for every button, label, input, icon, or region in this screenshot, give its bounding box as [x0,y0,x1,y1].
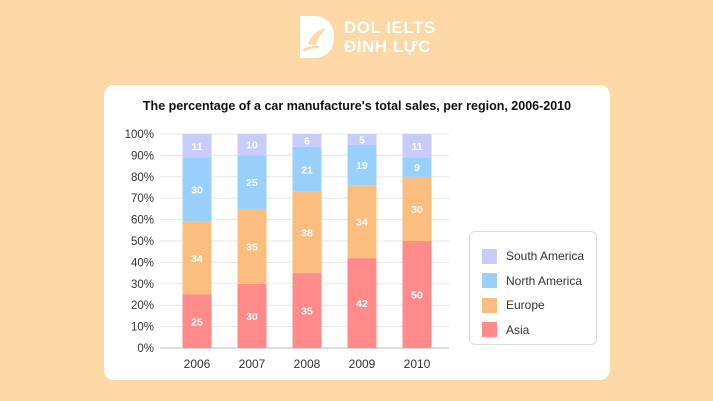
chart-title: The percentage of a car manufacture's to… [142,99,572,113]
bar-segment [237,155,267,209]
bar-segment [237,283,267,348]
bar-segment [347,185,377,259]
bar-segment [402,134,432,158]
y-tick-label: 20% [131,300,154,312]
data-label: 6 [304,135,310,147]
x-tick-label: 2009 [349,357,376,371]
bar-segment [402,241,432,348]
bar-segment [402,157,432,177]
y-tick-label: 40% [131,257,154,269]
data-label: 38 [301,227,313,239]
chart-legend: South America North America Europe Asia [469,231,597,345]
bar-segment [402,176,432,241]
y-tick-label: 30% [131,279,154,291]
data-label: 30 [191,185,203,197]
legend-label: North America [506,273,583,288]
bar-segment [237,208,267,284]
x-tick-label: 2007 [239,357,266,371]
data-label: 42 [356,298,368,310]
legend-label: South America [506,249,585,264]
x-tick-label: 2006 [184,357,211,371]
brand-name: DOL IELTS [344,18,436,37]
bar-segment [182,157,212,222]
bar-segment [182,294,212,348]
legend-label: Asia [506,322,530,337]
legend-item: Asia [482,318,596,343]
data-label: 10 [246,140,258,152]
y-tick-label: 60% [131,215,154,227]
x-tick-label: 2010 [404,357,431,371]
bar-segment [347,144,377,186]
brand-subname: ĐÌNH LỰC [344,37,432,56]
y-tick-label: 70% [131,193,154,205]
y-tick-label: 90% [131,150,154,162]
dol-logo-icon [300,16,334,58]
data-label: 30 [246,311,258,323]
data-label: 25 [191,316,203,328]
y-tick-label: 80% [131,172,154,184]
y-tick-label: 100% [125,129,154,141]
bar-segment [347,258,377,348]
bar-segment [237,134,267,156]
legend-swatch [482,248,497,264]
data-label: 35 [301,306,313,318]
bar-segment [182,134,212,158]
data-label: 9 [414,162,420,174]
brand-header: DOL IELTS ĐÌNH LỰC [296,14,436,60]
data-label: 50 [411,290,423,302]
legend-swatch [482,322,497,338]
y-tick-label: 0% [137,343,154,355]
data-label: 19 [356,160,368,172]
legend-swatch [482,273,497,289]
chart-card: The percentage of a car manufacture's to… [104,85,610,380]
bar-segment [347,134,377,145]
data-label: 35 [246,241,258,253]
legend-item: South America [482,244,596,269]
data-label: 11 [411,141,422,153]
legend-swatch [482,297,497,313]
bar-segment [292,146,322,192]
data-label: 11 [191,141,202,153]
stacked-bar-chart: 0% 10% 20% 30% 40% 50% 60% 70% 80% 90% 100% 25 34 30 1… [125,129,449,371]
data-label: 30 [411,204,423,216]
y-tick-label: 50% [131,236,154,248]
bar-segment [292,191,322,274]
brand-text: DOL IELTS ĐÌNH LỰC [344,18,436,56]
x-tick-label: 2008 [294,357,321,371]
bar-segment [292,273,322,348]
data-label: 21 [301,164,313,176]
legend-item: North America [482,269,596,294]
bar-segment [182,221,212,295]
legend-label: Europe [506,298,545,313]
data-label: 34 [356,217,368,229]
bar-segment [292,134,322,147]
data-label: 25 [246,177,258,189]
legend-item: Europe [482,293,596,318]
data-label: 5 [359,134,365,146]
data-label: 34 [191,253,203,265]
y-tick-label: 10% [131,322,154,334]
